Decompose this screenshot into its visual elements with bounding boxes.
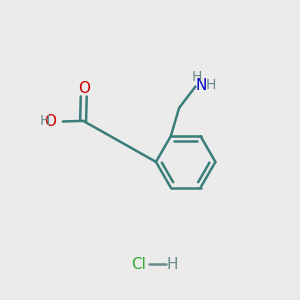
Text: O: O: [44, 114, 56, 129]
Text: O: O: [78, 81, 90, 96]
Text: H: H: [205, 78, 215, 92]
Text: H: H: [167, 257, 178, 272]
Text: Cl: Cl: [131, 257, 146, 272]
Text: H: H: [191, 70, 202, 84]
Text: H: H: [39, 114, 50, 128]
Text: N: N: [196, 78, 207, 93]
